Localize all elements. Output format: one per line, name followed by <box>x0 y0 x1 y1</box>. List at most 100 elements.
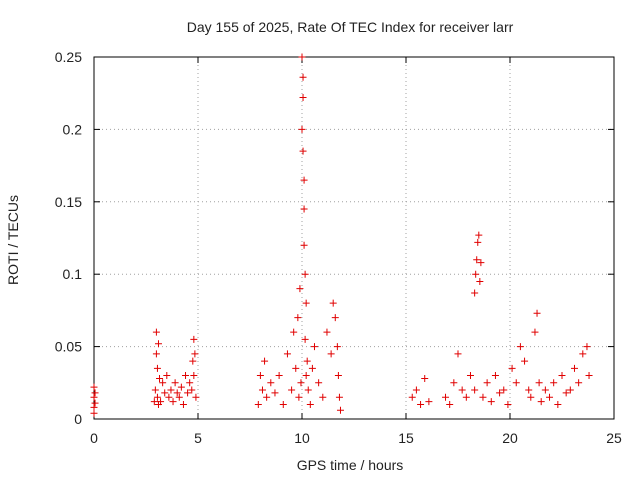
data-point <box>169 398 177 406</box>
data-point <box>308 364 316 372</box>
data-point <box>267 379 275 387</box>
y-axis-label: ROTI / TECUs <box>5 195 21 285</box>
data-point <box>466 372 474 380</box>
data-point <box>275 372 283 380</box>
data-point <box>159 379 167 387</box>
x-tick-label: 20 <box>502 430 518 446</box>
data-point <box>258 386 266 394</box>
data-point <box>558 372 566 380</box>
data-point <box>450 379 458 387</box>
data-point <box>179 401 187 409</box>
data-point <box>254 401 262 409</box>
data-point <box>261 357 269 365</box>
data-point <box>177 383 185 391</box>
data-point <box>153 364 161 372</box>
y-tick-label: 0.1 <box>63 266 83 282</box>
data-point <box>462 393 470 401</box>
data-point <box>533 309 541 317</box>
data-point <box>304 386 312 394</box>
data-point <box>153 393 161 401</box>
data-point <box>271 389 279 397</box>
data-point <box>151 386 159 394</box>
data-point <box>186 379 194 387</box>
data-point <box>554 401 562 409</box>
data-point <box>521 357 529 365</box>
data-point <box>476 277 484 285</box>
data-point <box>171 379 179 387</box>
data-point <box>474 238 482 246</box>
data-point <box>90 409 98 417</box>
data-point <box>333 343 341 351</box>
data-point <box>496 389 504 397</box>
data-point <box>283 350 291 358</box>
data-point <box>303 357 311 365</box>
data-point <box>163 372 171 380</box>
data-point <box>425 398 433 406</box>
data-point <box>173 389 181 397</box>
data-point <box>531 328 539 336</box>
data-point <box>165 393 173 401</box>
data-point <box>562 389 570 397</box>
data-point <box>334 372 342 380</box>
y-tick-label: 0 <box>74 411 82 427</box>
data-point <box>335 393 343 401</box>
x-tick-label: 0 <box>90 430 98 446</box>
data-point <box>182 372 190 380</box>
data-point <box>487 398 495 406</box>
data-point <box>442 393 450 401</box>
data-point <box>479 393 487 401</box>
data-point <box>190 335 198 343</box>
data-point <box>475 231 483 239</box>
data-point <box>417 401 425 409</box>
data-point <box>331 314 339 322</box>
data-point <box>298 53 306 61</box>
x-tick-label: 25 <box>606 430 622 446</box>
data-point <box>491 372 499 380</box>
data-point <box>327 350 335 358</box>
data-point <box>504 401 512 409</box>
data-point <box>454 350 462 358</box>
axis-ticks: 0 5 10 15 20 25 0 0.05 0.1 0.15 0.2 0.25 <box>55 49 622 446</box>
data-point <box>294 314 302 322</box>
data-point <box>161 389 169 397</box>
data-point <box>579 350 587 358</box>
data-point <box>585 372 593 380</box>
data-point <box>295 393 303 401</box>
data-point <box>446 401 454 409</box>
x-tick-label: 5 <box>194 430 202 446</box>
data-point <box>288 386 296 394</box>
data-point <box>412 386 420 394</box>
data-point <box>472 270 480 278</box>
data-point <box>91 389 99 397</box>
data-point <box>550 379 558 387</box>
data-point <box>175 393 183 401</box>
data-point <box>336 406 344 414</box>
data-point <box>300 241 308 249</box>
x-tick-label: 10 <box>294 430 310 446</box>
data-point <box>279 401 287 409</box>
data-point <box>525 386 533 394</box>
data-point <box>152 328 160 336</box>
data-point <box>90 383 98 391</box>
data-point <box>300 176 308 184</box>
data-point <box>527 393 535 401</box>
data-point <box>306 401 314 409</box>
data-point <box>315 379 323 387</box>
data-point <box>575 379 583 387</box>
data-point <box>302 299 310 307</box>
data-point <box>190 372 198 380</box>
data-point <box>156 374 164 382</box>
y-tick-label: 0.15 <box>55 194 82 210</box>
data-point <box>473 256 481 264</box>
x-axis-label: GPS time / hours <box>297 457 404 473</box>
data-point <box>516 343 524 351</box>
data-point <box>188 386 196 394</box>
y-tick-label: 0.25 <box>55 49 82 65</box>
data-point <box>301 335 309 343</box>
data-point <box>256 372 264 380</box>
data-point <box>483 379 491 387</box>
data-point <box>297 379 305 387</box>
data-point <box>299 147 307 155</box>
data-point <box>302 372 310 380</box>
data-point <box>292 364 300 372</box>
